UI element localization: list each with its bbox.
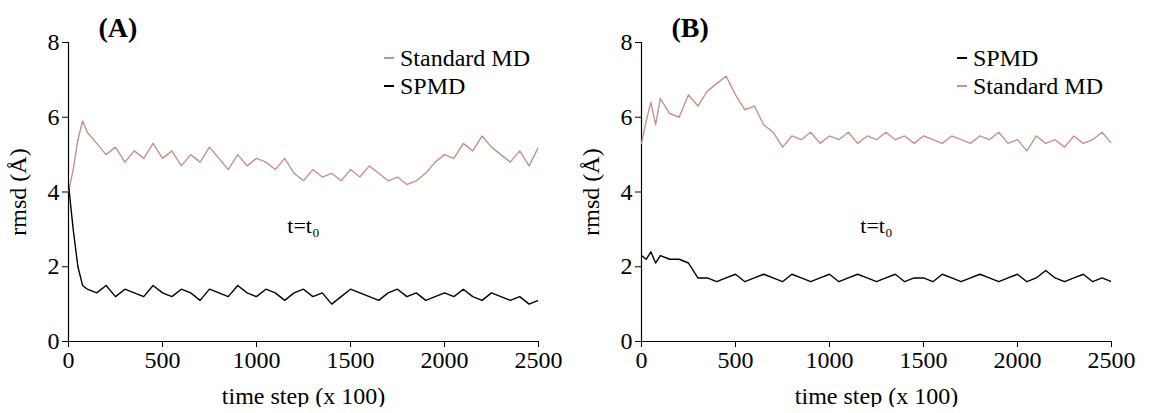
svg-text:2: 2 (621, 253, 633, 279)
svg-text:500: 500 (718, 347, 754, 373)
svg-text:2500: 2500 (515, 347, 563, 373)
svg-text:(A): (A) (99, 12, 138, 43)
html-text:SPMD: SPMD (973, 45, 1039, 71)
svg-text:1000: 1000 (233, 347, 281, 373)
svg-text:time step (x 100): time step (x 100) (222, 383, 385, 408)
svg-text:2: 2 (48, 253, 60, 279)
svg-text:(B): (B) (672, 12, 709, 43)
svg-text:6: 6 (48, 104, 60, 130)
svg-text:500: 500 (145, 347, 181, 373)
svg-text:2000: 2000 (994, 347, 1042, 373)
svg-text:0: 0 (63, 347, 75, 373)
svg-text:0: 0 (636, 347, 648, 373)
html-text:Standard MD: Standard MD (973, 73, 1103, 99)
svg-text:2500: 2500 (1088, 347, 1136, 373)
svg-text:1000: 1000 (806, 347, 854, 373)
svg-text:rmsd (Å): rmsd (Å) (5, 148, 31, 235)
svg-text:2000: 2000 (421, 347, 469, 373)
svg-text:8: 8 (48, 29, 60, 55)
svg-text:4: 4 (621, 179, 633, 205)
svg-text:0: 0 (48, 328, 60, 354)
svg-text:4: 4 (48, 179, 60, 205)
svg-text:0: 0 (621, 328, 633, 354)
svg-text:t=t₀: t=t₀ (287, 213, 319, 238)
svg-text:1500: 1500 (327, 347, 375, 373)
svg-text:1500: 1500 (900, 347, 948, 373)
html-text:SPMD: SPMD (400, 73, 466, 99)
svg-text:rmsd (Å): rmsd (Å) (578, 148, 604, 235)
svg-text:time step (x 100): time step (x 100) (795, 383, 958, 408)
svg-text:6: 6 (621, 104, 633, 130)
svg-text:t=t₀: t=t₀ (860, 213, 892, 238)
html-text:Standard MD: Standard MD (400, 45, 530, 71)
svg-text:8: 8 (621, 29, 633, 55)
